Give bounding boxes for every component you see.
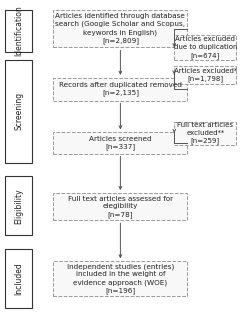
Text: Identification: Identification [14,5,23,56]
Text: Articles screened
[n=337]: Articles screened [n=337] [89,136,152,150]
Text: Records after duplicated removed
[n=2,135]: Records after duplicated removed [n=2,13… [59,82,182,96]
Bar [5,60,32,163]
Text: Full text articles
excluded**
[n=259]: Full text articles excluded** [n=259] [177,122,233,144]
Bar [174,66,236,84]
Bar [5,10,32,52]
Text: Articles excluded
due to duplication
[n=674]: Articles excluded due to duplication [n=… [174,37,237,59]
Text: Screening: Screening [14,92,23,130]
Text: Articles excluded*
[n=1,798]: Articles excluded* [n=1,798] [174,67,237,82]
Bar [53,10,187,47]
Bar [53,78,187,100]
Bar [53,261,187,296]
Text: Independent studies (entries)
included in the weight of
evidence approach (WOE)
: Independent studies (entries) included i… [67,263,174,294]
Bar [53,193,187,220]
Bar [174,35,236,60]
Bar [174,122,236,144]
Bar [53,132,187,154]
Text: Eligibility: Eligibility [14,188,23,224]
Bar [5,249,32,308]
Bar [5,176,32,236]
Text: Full text articles assessed for
elegibility
[n=78]: Full text articles assessed for elegibil… [68,196,173,218]
Text: Articles identified through database
search (Google Scholar and Scopus,
keywords: Articles identified through database sea… [55,13,185,44]
Text: Included: Included [14,262,23,295]
